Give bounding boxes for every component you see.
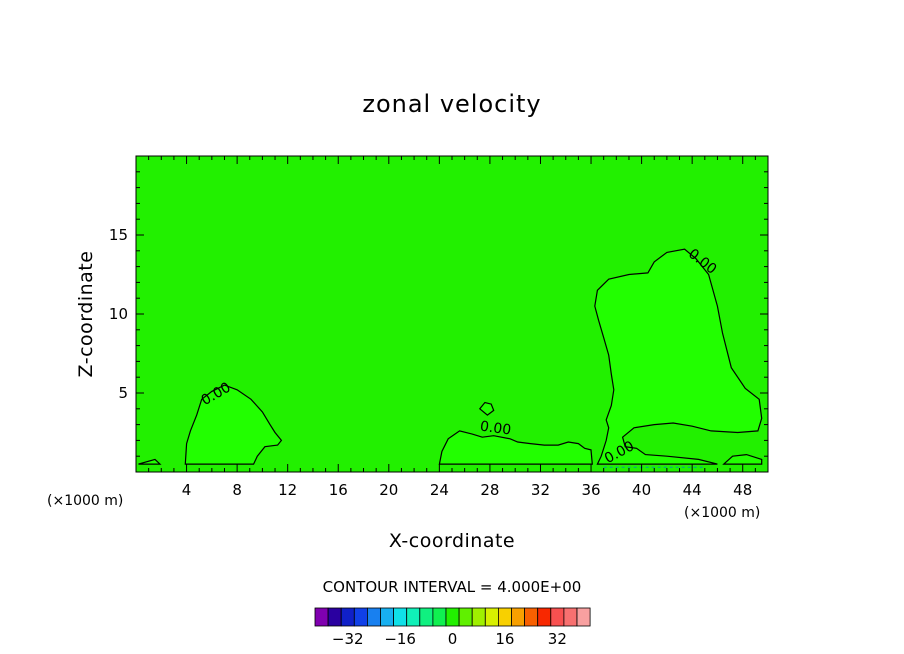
colorbar-swatch xyxy=(524,607,539,627)
y-axis-label: Z-coordinate xyxy=(75,251,97,378)
x-tick-label: 32 xyxy=(531,481,550,499)
colorbar-swatch xyxy=(327,607,342,627)
colorbar-swatch xyxy=(419,607,434,627)
colorbar-swatch xyxy=(406,607,421,627)
y-tick-label: 5 xyxy=(118,384,128,402)
left-blob-contour xyxy=(184,384,283,465)
y-tick-label: 10 xyxy=(109,305,128,323)
far-right-contour xyxy=(722,453,763,465)
contour-regions: 0.000.000.000.00 xyxy=(138,246,763,468)
colorbar-swatch xyxy=(366,607,381,627)
colorbar-swatch xyxy=(563,607,578,627)
colorbar-swatch xyxy=(380,607,395,627)
colorbar-swatch xyxy=(445,607,460,627)
colorbar: −32 −16 0 16 32 xyxy=(314,607,591,648)
colorbar-swatch xyxy=(537,607,552,627)
x-axis-label: X-coordinate xyxy=(389,530,515,552)
colorbar-swatch xyxy=(471,607,486,627)
contour-label-1: 0.00 xyxy=(479,418,512,438)
x-tick-label: 20 xyxy=(379,481,398,499)
right-plume-contour xyxy=(594,248,763,465)
middle-bump-contour xyxy=(438,430,593,465)
x-unit-right: (×1000 m) xyxy=(684,505,760,521)
x-tick-label: 40 xyxy=(632,481,651,499)
colorbar-tick-label: 32 xyxy=(548,630,567,648)
x-tick-label: 28 xyxy=(480,481,499,499)
x-tick-label: 8 xyxy=(232,481,242,499)
colorbar-swatch xyxy=(432,607,447,627)
contour-interval-text: CONTOUR INTERVAL = 4.000E+00 xyxy=(323,578,582,596)
x-tick-label: 44 xyxy=(683,481,702,499)
colorbar-swatch xyxy=(550,607,565,627)
colorbar-swatch xyxy=(340,607,355,627)
colorbar-tick-label: 0 xyxy=(448,630,458,648)
colorbar-swatch xyxy=(576,607,591,627)
colorbar-swatch xyxy=(511,607,526,627)
colorbar-swatch xyxy=(484,607,499,627)
y-tick-label: 15 xyxy=(109,226,128,244)
colorbar-swatch xyxy=(497,607,512,627)
x-tick-label: 16 xyxy=(329,481,348,499)
colorbar-swatch xyxy=(314,607,329,627)
x-tick-label: 48 xyxy=(733,481,752,499)
x-tick-label: 24 xyxy=(430,481,449,499)
colorbar-tick-label: −16 xyxy=(384,630,416,648)
colorbar-tick-label: −32 xyxy=(332,630,364,648)
x-tick-label: 4 xyxy=(182,481,192,499)
low-band-contour xyxy=(138,458,162,465)
small-loop-contour xyxy=(478,401,495,416)
x-tick-label: 36 xyxy=(581,481,600,499)
colorbar-swatch xyxy=(393,607,408,627)
chart-title: zonal velocity xyxy=(362,90,541,118)
x-tick-label: 12 xyxy=(278,481,297,499)
colorbar-tick-label: 16 xyxy=(495,630,514,648)
colorbar-swatch xyxy=(353,607,368,627)
x-unit-left: (×1000 m) xyxy=(47,493,123,509)
colorbar-swatch xyxy=(458,607,473,627)
